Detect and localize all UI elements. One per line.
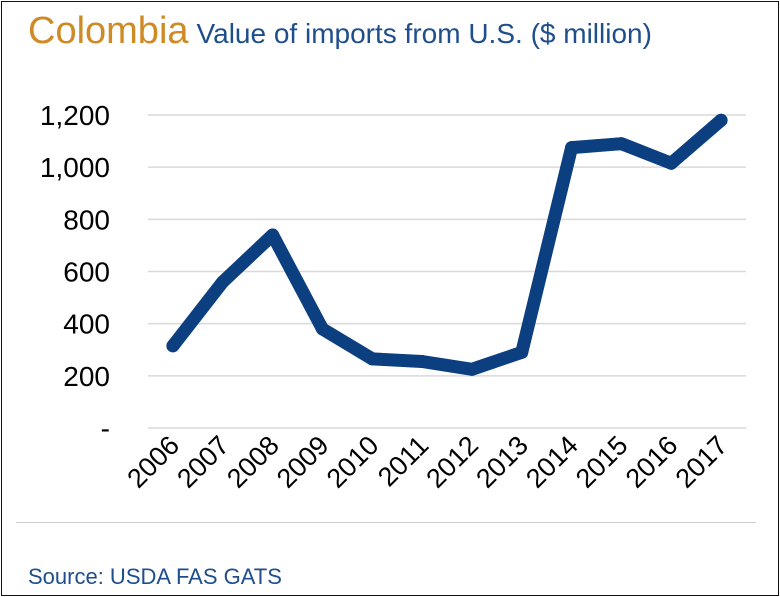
data-point (465, 362, 479, 376)
data-point (365, 352, 379, 366)
x-tick-label: 2013 (470, 430, 534, 494)
x-tick-label: 2016 (620, 430, 684, 494)
data-point (664, 156, 678, 170)
chart-title: Colombia Value of imports from U.S. ($ mi… (28, 10, 652, 53)
x-tick-label: 2014 (520, 430, 584, 494)
source-note: Source: USDA FAS GATS (28, 564, 282, 589)
x-tick-label: 2006 (121, 430, 185, 494)
data-point (614, 137, 628, 151)
y-tick-label: - (101, 413, 110, 444)
x-tick-label: 2015 (570, 430, 634, 494)
x-tick-label: 2009 (271, 430, 335, 494)
x-tick-label: 2008 (221, 430, 285, 494)
series-line (166, 113, 728, 376)
x-tick-label: 2012 (420, 430, 484, 494)
data-point (166, 339, 180, 353)
data-point (415, 354, 429, 368)
country-name: Colombia (28, 10, 189, 52)
data-point (515, 345, 529, 359)
data-point (714, 113, 728, 127)
y-tick-label: 1,000 (40, 152, 110, 183)
x-tick-label: 2007 (171, 430, 235, 494)
y-tick-label: 200 (63, 361, 110, 392)
chart-subtitle: Value of imports from U.S. ($ million) (196, 18, 652, 49)
footer-divider (16, 522, 756, 523)
x-tick-label: 2011 (372, 430, 434, 492)
y-tick-label: 800 (63, 204, 110, 235)
x-tick-label: 2010 (321, 430, 385, 494)
data-point (315, 322, 329, 336)
y-tick-label: 1,200 (40, 100, 110, 131)
data-point (266, 228, 280, 242)
y-tick-label: 600 (63, 257, 110, 288)
data-point (216, 275, 230, 289)
y-tick-label: 400 (63, 309, 110, 340)
data-point (565, 141, 579, 155)
x-tick-label: 2017 (670, 430, 734, 494)
